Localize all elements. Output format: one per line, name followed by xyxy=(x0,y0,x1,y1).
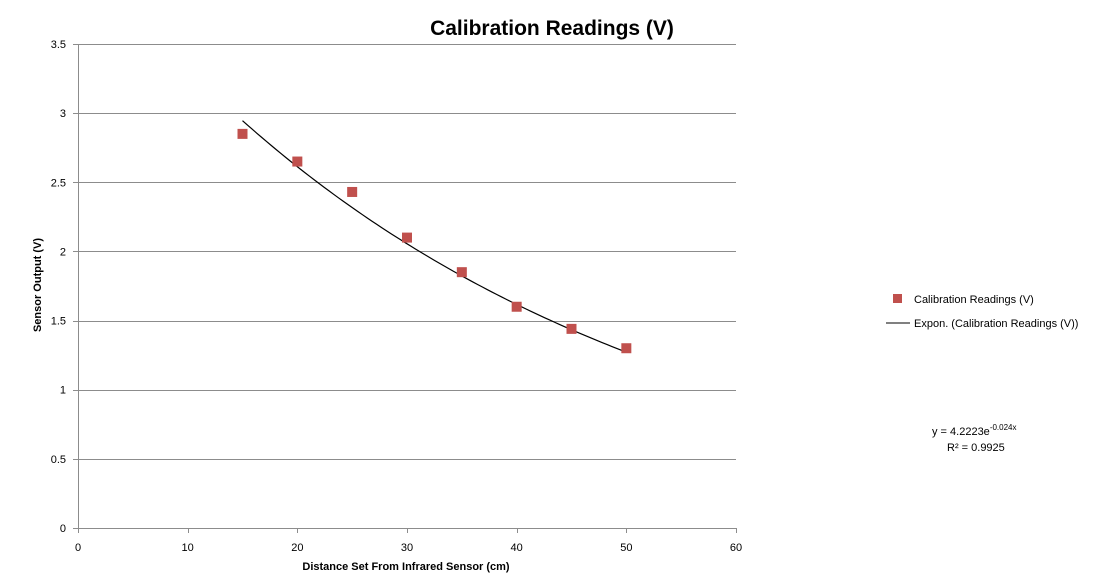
y-tick-label: 0 xyxy=(60,523,66,535)
r-squared-text: R² = 0.9925 xyxy=(947,442,1005,454)
data-point xyxy=(511,301,522,312)
x-axis-label: Distance Set From Infrared Sensor (cm) xyxy=(302,561,510,573)
chart-title: Calibration Readings (V) xyxy=(430,17,674,40)
equation-exponent: -0.024x xyxy=(990,423,1017,432)
y-tick-label: 1 xyxy=(60,385,66,397)
x-tick-label: 10 xyxy=(182,542,194,554)
legend-label-trendline: Expon. (Calibration Readings (V)) xyxy=(914,318,1078,330)
data-point xyxy=(456,267,467,278)
data-point xyxy=(237,128,248,139)
y-tick-label: 2 xyxy=(60,246,66,258)
y-tick-label: 0.5 xyxy=(51,454,66,466)
legend: Calibration Readings (V) Expon. (Calibra… xyxy=(886,294,1078,330)
x-tick-label: 30 xyxy=(401,542,413,554)
x-tick-label: 50 xyxy=(620,542,632,554)
data-point xyxy=(402,232,412,243)
data-point xyxy=(347,186,358,197)
y-tick-label: 3.5 xyxy=(51,39,66,51)
equation-text: y = 4.2223e-0.024x xyxy=(932,423,1017,438)
data-point xyxy=(566,323,577,334)
y-tick-labels: 0 0.5 1 1.5 2 2.5 3 3.5 xyxy=(51,39,66,535)
y-tick-label: 3 xyxy=(60,108,66,120)
x-tick-label: 60 xyxy=(730,542,742,554)
exponential-trendline xyxy=(242,120,627,353)
legend-label-series: Calibration Readings (V) xyxy=(914,294,1034,306)
y-axis-label: Sensor Output (V) xyxy=(32,238,44,332)
data-points xyxy=(237,128,632,354)
y-tick-label: 1.5 xyxy=(51,316,66,328)
x-tick-label: 20 xyxy=(291,542,303,554)
axes xyxy=(73,44,737,533)
grid-lines xyxy=(78,44,736,460)
x-tick-label: 0 xyxy=(75,542,81,554)
equation-base: y = 4.2223e xyxy=(932,426,990,438)
data-point xyxy=(292,156,303,167)
x-tick-labels: 0 10 20 30 40 50 60 xyxy=(75,542,742,554)
y-tick-label: 2.5 xyxy=(51,177,66,189)
trendline-equation: y = 4.2223e-0.024x R² = 0.9925 xyxy=(932,423,1017,454)
data-point xyxy=(621,343,632,354)
legend-marker-square xyxy=(893,294,902,303)
x-tick-label: 40 xyxy=(511,542,523,554)
